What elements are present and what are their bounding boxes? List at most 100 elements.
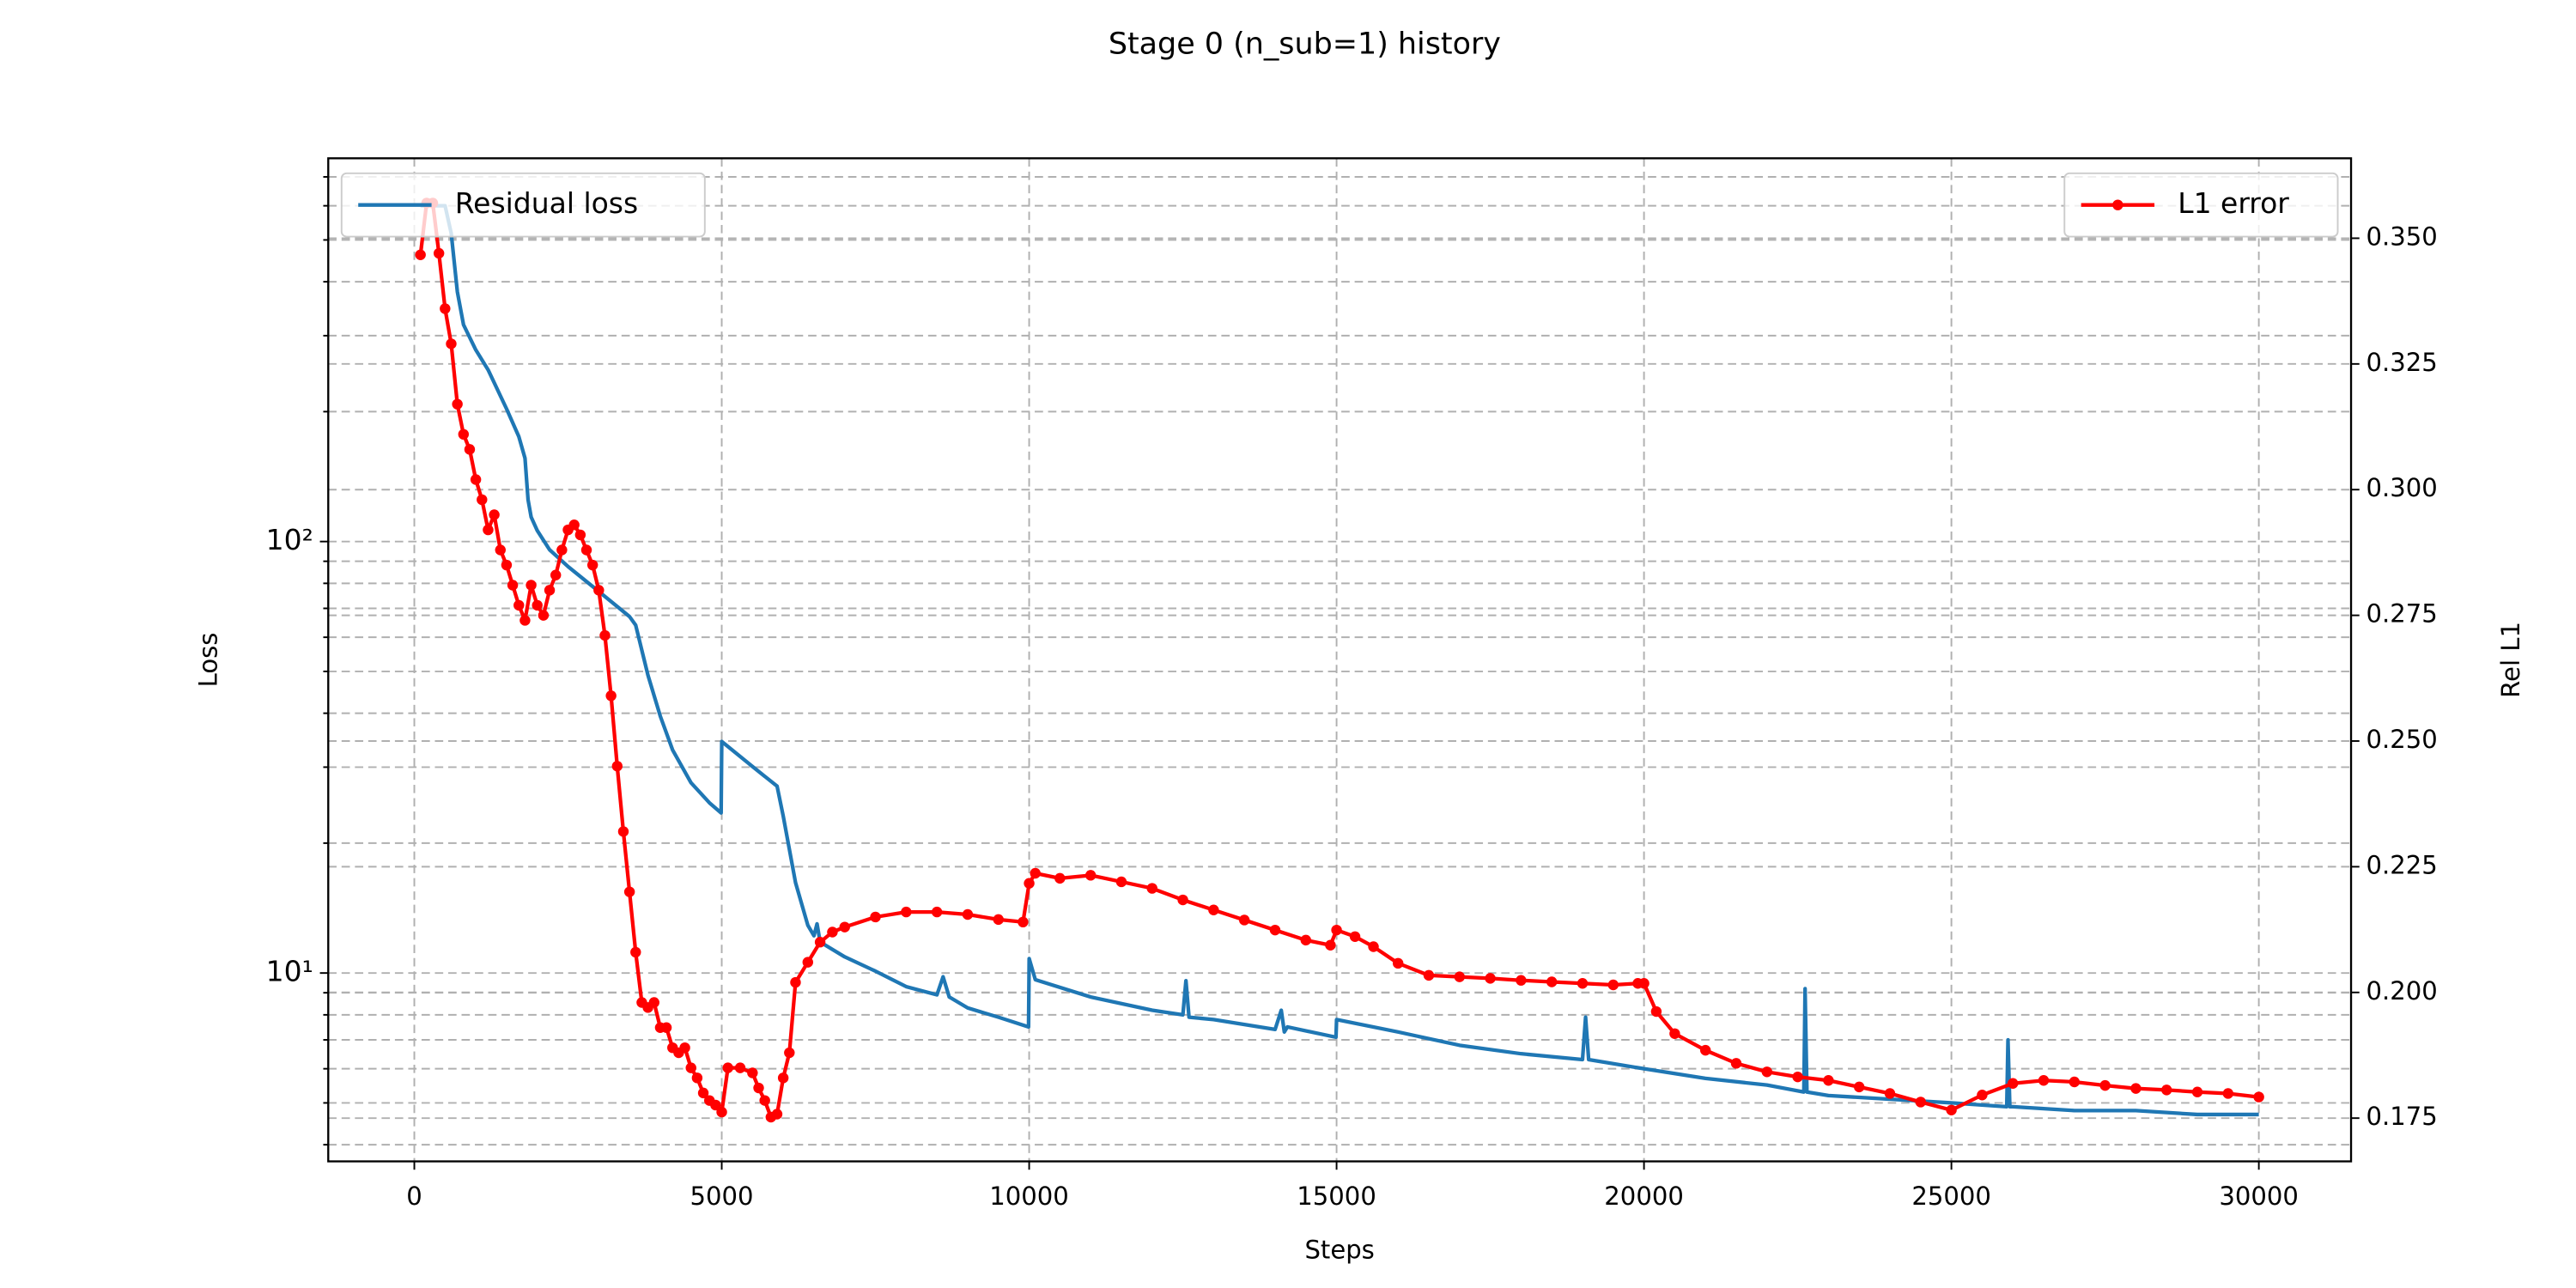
data-point (802, 957, 813, 968)
data-point (1208, 904, 1219, 915)
legend: L1 error (2063, 172, 2339, 238)
data-point (519, 615, 531, 626)
data-point (1146, 883, 1157, 894)
data-point (452, 398, 463, 410)
data-point (1269, 924, 1281, 936)
x-axis-label: Steps (1304, 1235, 1374, 1264)
chart-title: Stage 0 (n_sub=1) history (1109, 27, 1501, 61)
x-tick-label: 30000 (2219, 1182, 2299, 1211)
data-point (477, 494, 488, 506)
data-point (464, 444, 476, 455)
data-point (716, 1106, 727, 1118)
data-point (526, 580, 537, 591)
data-point (1977, 1090, 1988, 1101)
data-point (1638, 978, 1649, 989)
y2-tick-label: 0.175 (2366, 1102, 2437, 1131)
legend-box (340, 172, 706, 238)
data-point (1485, 973, 1496, 984)
data-point (784, 1047, 795, 1059)
y-tick-label: 10¹ (266, 955, 313, 988)
data-point (722, 1062, 733, 1073)
data-point (623, 886, 635, 897)
data-point (458, 428, 470, 440)
x-tick-label: 25000 (1911, 1182, 1991, 1211)
data-point (931, 906, 943, 918)
data-point (1423, 969, 1435, 981)
data-point (1368, 941, 1379, 952)
data-point (446, 338, 457, 349)
data-point (1546, 976, 1558, 987)
data-point (611, 761, 623, 772)
data-point (1669, 1028, 1680, 1040)
y-axis-label: Loss (194, 633, 223, 688)
data-point (593, 585, 605, 596)
data-point (1018, 916, 1029, 928)
data-point (814, 937, 826, 948)
data-point (839, 921, 850, 933)
x-tick-label: 5000 (690, 1182, 754, 1211)
data-point (1699, 1044, 1711, 1056)
x-tick-label: 20000 (1604, 1182, 1684, 1211)
data-point (1761, 1066, 1773, 1078)
data-point (1884, 1088, 1896, 1099)
data-point (901, 906, 912, 918)
series-line (420, 204, 2259, 1117)
data-point (993, 914, 1004, 926)
data-point (1650, 1005, 1662, 1018)
data-point (1325, 939, 1336, 951)
data-point (2038, 1075, 2050, 1086)
data-point (483, 524, 494, 536)
data-point (586, 559, 598, 571)
legend-label: L1 error (2178, 186, 2289, 220)
data-point (962, 908, 974, 920)
data-point (556, 544, 568, 556)
data-point (870, 911, 881, 923)
y2-tick-label: 0.225 (2366, 850, 2437, 879)
data-point (747, 1067, 758, 1078)
data-point (470, 474, 482, 485)
data-point (2253, 1091, 2264, 1103)
data-point (550, 569, 562, 580)
data-point (1331, 924, 1342, 936)
data-point (1177, 894, 1188, 906)
data-point (1238, 914, 1250, 926)
data-point (599, 629, 611, 641)
data-point (1607, 979, 1619, 991)
data-point (2130, 1083, 2142, 1094)
data-point (1300, 934, 1311, 946)
y2-tick-label: 0.325 (2366, 348, 2437, 377)
y2-tick-label: 0.300 (2366, 473, 2437, 502)
data-point (660, 1022, 672, 1033)
data-point (648, 997, 659, 1008)
data-point (1823, 1075, 1834, 1086)
data-point (538, 610, 550, 621)
data-point (1516, 975, 1527, 986)
data-point (710, 1099, 721, 1111)
data-point (532, 599, 543, 611)
x-tick-label: 10000 (989, 1182, 1069, 1211)
data-point (433, 247, 445, 259)
y2-tick-label: 0.275 (2366, 599, 2437, 629)
data-point (2161, 1084, 2172, 1096)
data-point (544, 585, 556, 596)
data-point (580, 544, 592, 556)
data-point (753, 1082, 764, 1094)
data-point (1853, 1081, 1865, 1093)
data-point (1392, 957, 1404, 969)
y2-tick-label: 0.350 (2366, 222, 2437, 251)
data-point (1054, 872, 1066, 884)
y2-tick-label: 0.250 (2366, 725, 2437, 754)
data-point (415, 249, 426, 260)
data-point (1115, 876, 1127, 888)
data-point (1024, 878, 1035, 889)
y2-axis-label: Rel L1 (2496, 622, 2525, 698)
data-point (1730, 1058, 1742, 1069)
data-point (630, 946, 641, 958)
data-point (1577, 978, 1589, 989)
data-point (1946, 1104, 1957, 1116)
data-point (790, 976, 801, 988)
plot-frame (327, 157, 2353, 1163)
data-point (2069, 1076, 2081, 1088)
data-point (617, 826, 629, 837)
